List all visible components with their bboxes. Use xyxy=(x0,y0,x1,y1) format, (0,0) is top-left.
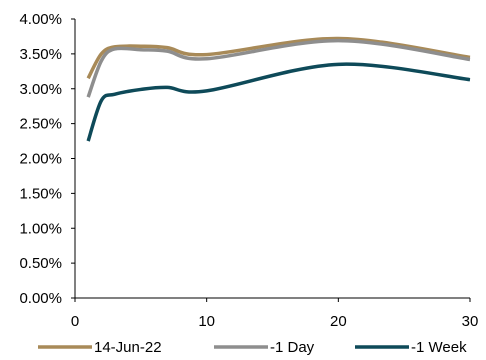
y-axis: 0.00% 0.50% 1.00% 1.50% 2.00% 2.50% 3.00% 3.50%… xyxy=(19,11,76,307)
series-line-1 xyxy=(86,38,471,98)
legend: 14-Jun-22 -1 Day -1 Week xyxy=(38,339,467,356)
y-tick-label: 0.00% xyxy=(19,290,62,307)
x-tick-label: 0 xyxy=(71,313,79,330)
x-tick-label: 20 xyxy=(330,313,347,330)
series-line-0 xyxy=(86,36,471,80)
x-tick-label: 10 xyxy=(198,313,215,330)
y-tick-label: 4.00% xyxy=(19,11,62,28)
series-line-2 xyxy=(86,62,471,142)
y-tick-label: 3.00% xyxy=(19,81,62,98)
series-lines xyxy=(86,36,471,142)
y-tick-label: 3.50% xyxy=(19,46,62,63)
x-tick-label: 30 xyxy=(462,313,479,330)
y-tick-label: 1.50% xyxy=(19,185,62,202)
legend-label-1: -1 Day xyxy=(270,339,315,356)
y-tick-label: 0.50% xyxy=(19,255,62,272)
legend-label-2: -1 Week xyxy=(411,339,467,356)
x-axis: 0 10 20 30 xyxy=(71,297,479,330)
y-tick-label: 2.50% xyxy=(19,116,62,133)
y-tick-label: 1.00% xyxy=(19,220,62,237)
y-tick-label: 2.00% xyxy=(19,151,62,168)
legend-label-0: 14-Jun-22 xyxy=(94,339,162,356)
